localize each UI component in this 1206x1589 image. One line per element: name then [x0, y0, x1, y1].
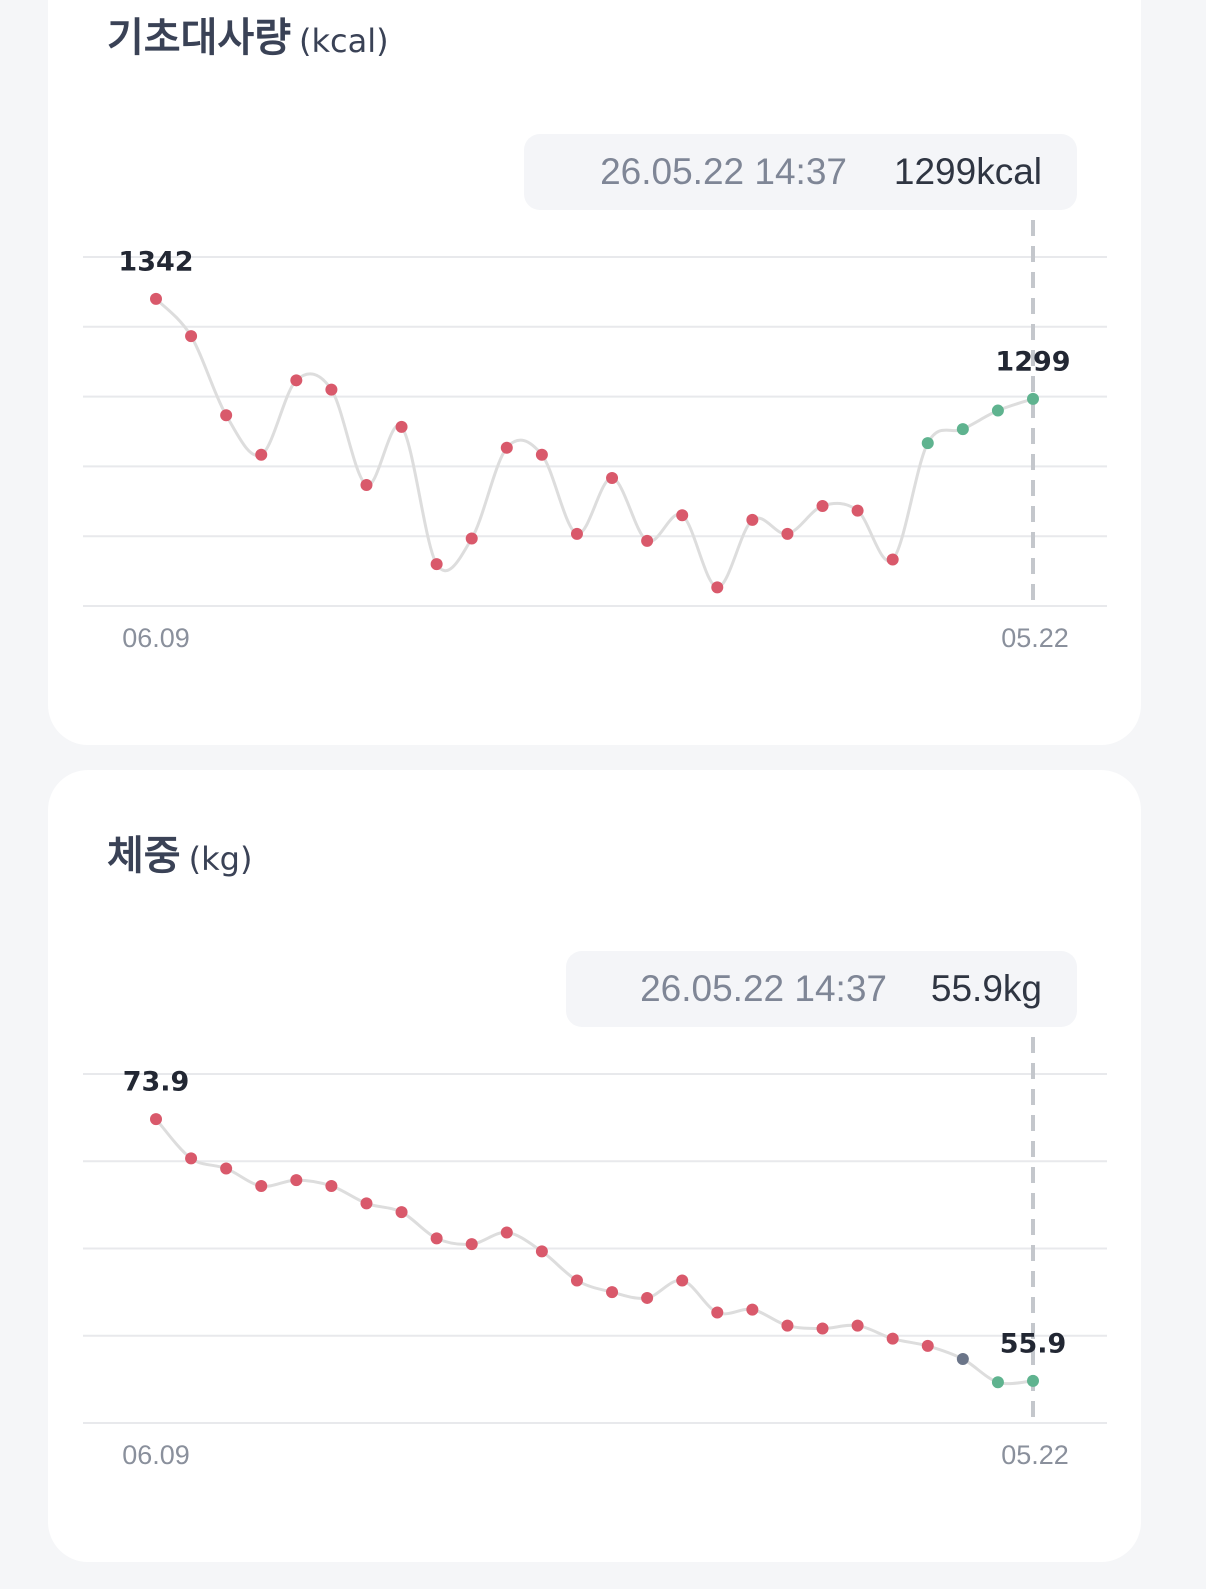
data-point	[150, 1113, 162, 1126]
tooltip-value: 1299kcal	[894, 151, 1042, 192]
data-point	[220, 409, 233, 422]
data-point	[500, 441, 513, 454]
data-point	[150, 292, 162, 305]
data-point	[1027, 392, 1039, 405]
data-point	[921, 437, 934, 450]
data-point	[991, 404, 1004, 417]
x-tick-label: 05.22	[1001, 1440, 1069, 1470]
card	[48, 0, 1141, 745]
data-point	[290, 1174, 303, 1187]
data-point	[606, 1286, 619, 1299]
value-label: 55.9	[1000, 1328, 1067, 1359]
data-point	[851, 504, 864, 517]
data-point	[816, 499, 829, 512]
data-point	[465, 1238, 478, 1251]
value-label: 1299	[995, 346, 1070, 377]
chart-title: 체중	[107, 833, 181, 879]
data-point	[746, 1303, 759, 1316]
value-label: 73.9	[123, 1067, 190, 1098]
data-point	[220, 1162, 233, 1175]
data-point	[430, 558, 443, 571]
data-point	[360, 1197, 373, 1210]
x-tick-label: 06.09	[122, 623, 190, 653]
data-point	[991, 1376, 1004, 1389]
data-point	[886, 1332, 899, 1345]
data-point	[781, 1319, 794, 1332]
tooltip-box	[566, 951, 1077, 1027]
data-point	[325, 1179, 338, 1192]
data-point	[676, 509, 689, 522]
data-point	[641, 534, 654, 547]
data-point	[676, 1274, 689, 1287]
data-point	[255, 448, 268, 461]
data-point	[570, 527, 583, 540]
data-point	[921, 1339, 934, 1352]
tooltip-value: 55.9kg	[931, 968, 1042, 1009]
value-label: 1342	[118, 246, 193, 277]
data-point	[185, 1152, 198, 1165]
data-point	[956, 1353, 969, 1366]
data-point	[711, 581, 724, 594]
data-point	[395, 1206, 408, 1219]
data-point	[851, 1319, 864, 1332]
data-point	[1027, 1374, 1039, 1387]
data-point	[360, 479, 373, 492]
data-point	[956, 423, 969, 436]
tooltip-date: 26.05.22 14:37	[600, 151, 847, 192]
data-point	[290, 374, 303, 387]
unit-label: (kcal)	[299, 22, 389, 60]
data-point	[465, 532, 478, 545]
data-point	[570, 1274, 583, 1287]
data-point	[325, 383, 338, 396]
data-point	[535, 448, 548, 461]
chart-title: 기초대사량	[107, 15, 291, 61]
data-point	[395, 420, 408, 433]
data-point	[535, 1245, 548, 1258]
data-point	[500, 1226, 513, 1239]
x-tick-label: 05.22	[1001, 623, 1069, 653]
unit-label: (kg)	[189, 840, 253, 878]
data-point	[781, 527, 794, 540]
data-point	[606, 472, 619, 485]
x-tick-label: 06.09	[122, 1440, 190, 1470]
data-point	[430, 1232, 443, 1245]
data-point	[711, 1306, 724, 1319]
data-point	[746, 513, 759, 526]
data-point	[641, 1291, 654, 1304]
tooltip-box	[524, 134, 1077, 210]
data-point	[255, 1179, 268, 1192]
data-point	[886, 553, 899, 566]
data-point	[816, 1322, 829, 1335]
data-point	[185, 330, 198, 343]
tooltip-date: 26.05.22 14:37	[640, 968, 887, 1009]
